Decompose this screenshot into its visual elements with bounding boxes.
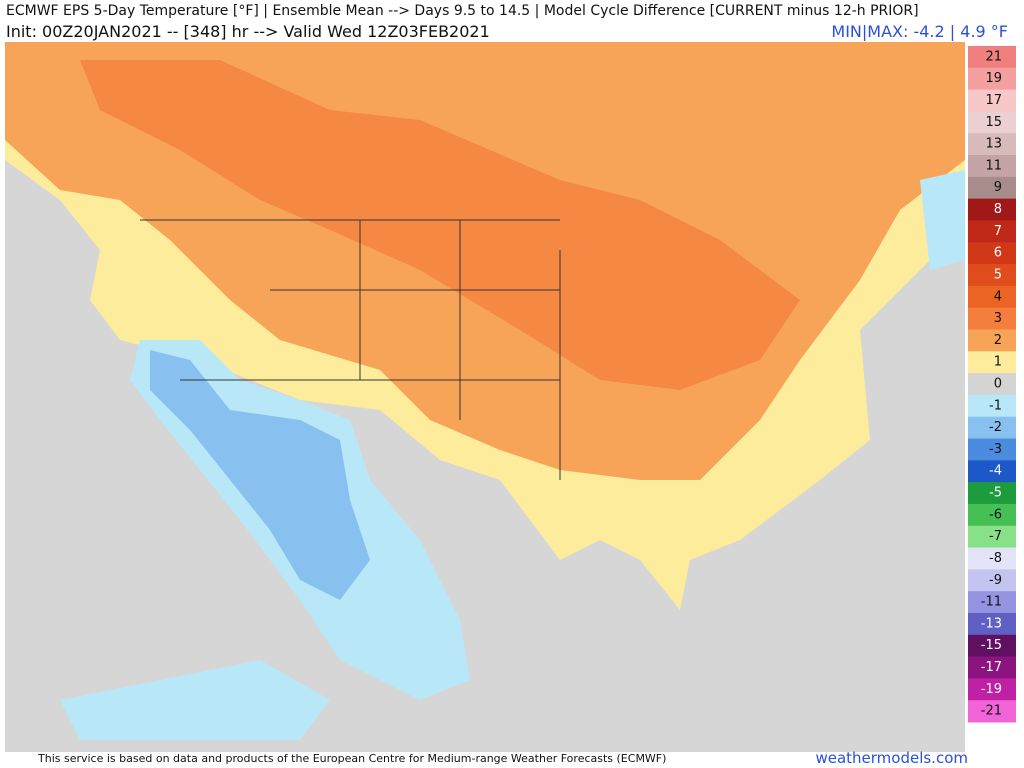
colorbar-label: 9 (994, 180, 1002, 195)
colorbar-swatch (968, 198, 1016, 221)
colorbar-swatch (968, 89, 1016, 112)
colorbar-label: 7 (994, 224, 1002, 239)
colorbar-swatch (968, 373, 1016, 396)
colorbar-swatch (968, 656, 1016, 679)
colorbar-label: 13 (985, 137, 1002, 152)
colorbar-swatch (968, 569, 1016, 592)
colorbar-label: 5 (994, 267, 1002, 282)
colorbar-label: 21 (985, 49, 1002, 64)
colorbar-swatch (968, 525, 1016, 549)
colorbar-label: -19 (981, 682, 1002, 697)
borders (140, 219, 561, 480)
colorbar-label: -1 (989, 398, 1002, 413)
colorbar-swatch (968, 264, 1016, 287)
colorbar-swatch (968, 67, 1016, 91)
colorbar-label: 11 (985, 158, 1002, 173)
map-canvas (5, 42, 965, 752)
colorbar-label: -9 (989, 573, 1002, 588)
colorbar-label: 3 (994, 311, 1002, 326)
colorbar-swatch (968, 612, 1016, 636)
ocean-cool (60, 660, 330, 740)
colorbar-label: -11 (981, 595, 1002, 610)
colorbar-label: 6 (994, 246, 1002, 261)
colorbar-swatch (968, 176, 1016, 200)
colorbar-label: -13 (981, 616, 1002, 631)
min-max: MIN|MAX: -4.2 | 4.9 °F (831, 22, 1008, 41)
colorbar-swatch (968, 133, 1016, 156)
colorbar-label: 15 (985, 115, 1002, 130)
map-subtitle: Init: 00Z20JAN2021 -- [348] hr --> Valid… (6, 22, 490, 41)
colorbar-label: -3 (989, 442, 1002, 457)
colorbar-label: -2 (989, 420, 1002, 435)
colorbar-swatch (968, 394, 1016, 418)
colorbar-label: -8 (989, 551, 1002, 566)
colorbar-swatch (968, 307, 1016, 330)
colorbar-swatch (968, 242, 1016, 265)
colorbar-swatch (968, 155, 1016, 178)
colorbar-swatch (968, 678, 1016, 701)
colorbar-swatch (968, 285, 1016, 309)
map-title: ECMWF EPS 5-Day Temperature [°F] | Ensem… (6, 3, 919, 19)
colorbar-swatch (968, 220, 1016, 243)
colorbar-label: -17 (981, 660, 1002, 675)
colorbar-label: -7 (989, 529, 1002, 544)
colorbar-swatch (968, 111, 1016, 134)
colorbar-label: -6 (989, 507, 1002, 522)
colorbar-swatch (968, 547, 1016, 570)
colorbar-swatch (968, 438, 1016, 461)
colorbar-swatch (968, 634, 1016, 658)
colorbar: 2119171513119876543210-1-2-3-4-5-6-7-8-9… (968, 46, 1016, 723)
colorbar-label: 2 (994, 333, 1002, 348)
colorbar-swatch (968, 591, 1016, 614)
land-cooler (150, 350, 370, 600)
colorbar-swatch (968, 351, 1016, 374)
land-warmer (80, 60, 800, 390)
colorbar-swatch (968, 46, 1016, 69)
colorbar-swatch (968, 460, 1016, 483)
colorbar-swatch (968, 482, 1016, 505)
site-link[interactable]: weathermodels.com (815, 749, 968, 767)
ocean-cool (920, 170, 965, 270)
colorbar-label: -15 (981, 638, 1002, 653)
credit: This service is based on data and produc… (38, 752, 667, 765)
colorbar-label: 0 (994, 377, 1002, 392)
colorbar-label: 19 (985, 71, 1002, 86)
colorbar-swatch (968, 503, 1016, 527)
colorbar-label: -5 (989, 486, 1002, 501)
colorbar-label: 17 (985, 93, 1002, 108)
colorbar-swatch (968, 416, 1016, 440)
colorbar-swatch (968, 700, 1016, 723)
colorbar-label: 8 (994, 202, 1002, 217)
colorbar-label: -4 (989, 464, 1002, 479)
colorbar-label: 1 (994, 355, 1002, 370)
colorbar-label: -21 (981, 704, 1002, 719)
colorbar-swatch (968, 329, 1016, 352)
colorbar-label: 4 (994, 289, 1002, 304)
